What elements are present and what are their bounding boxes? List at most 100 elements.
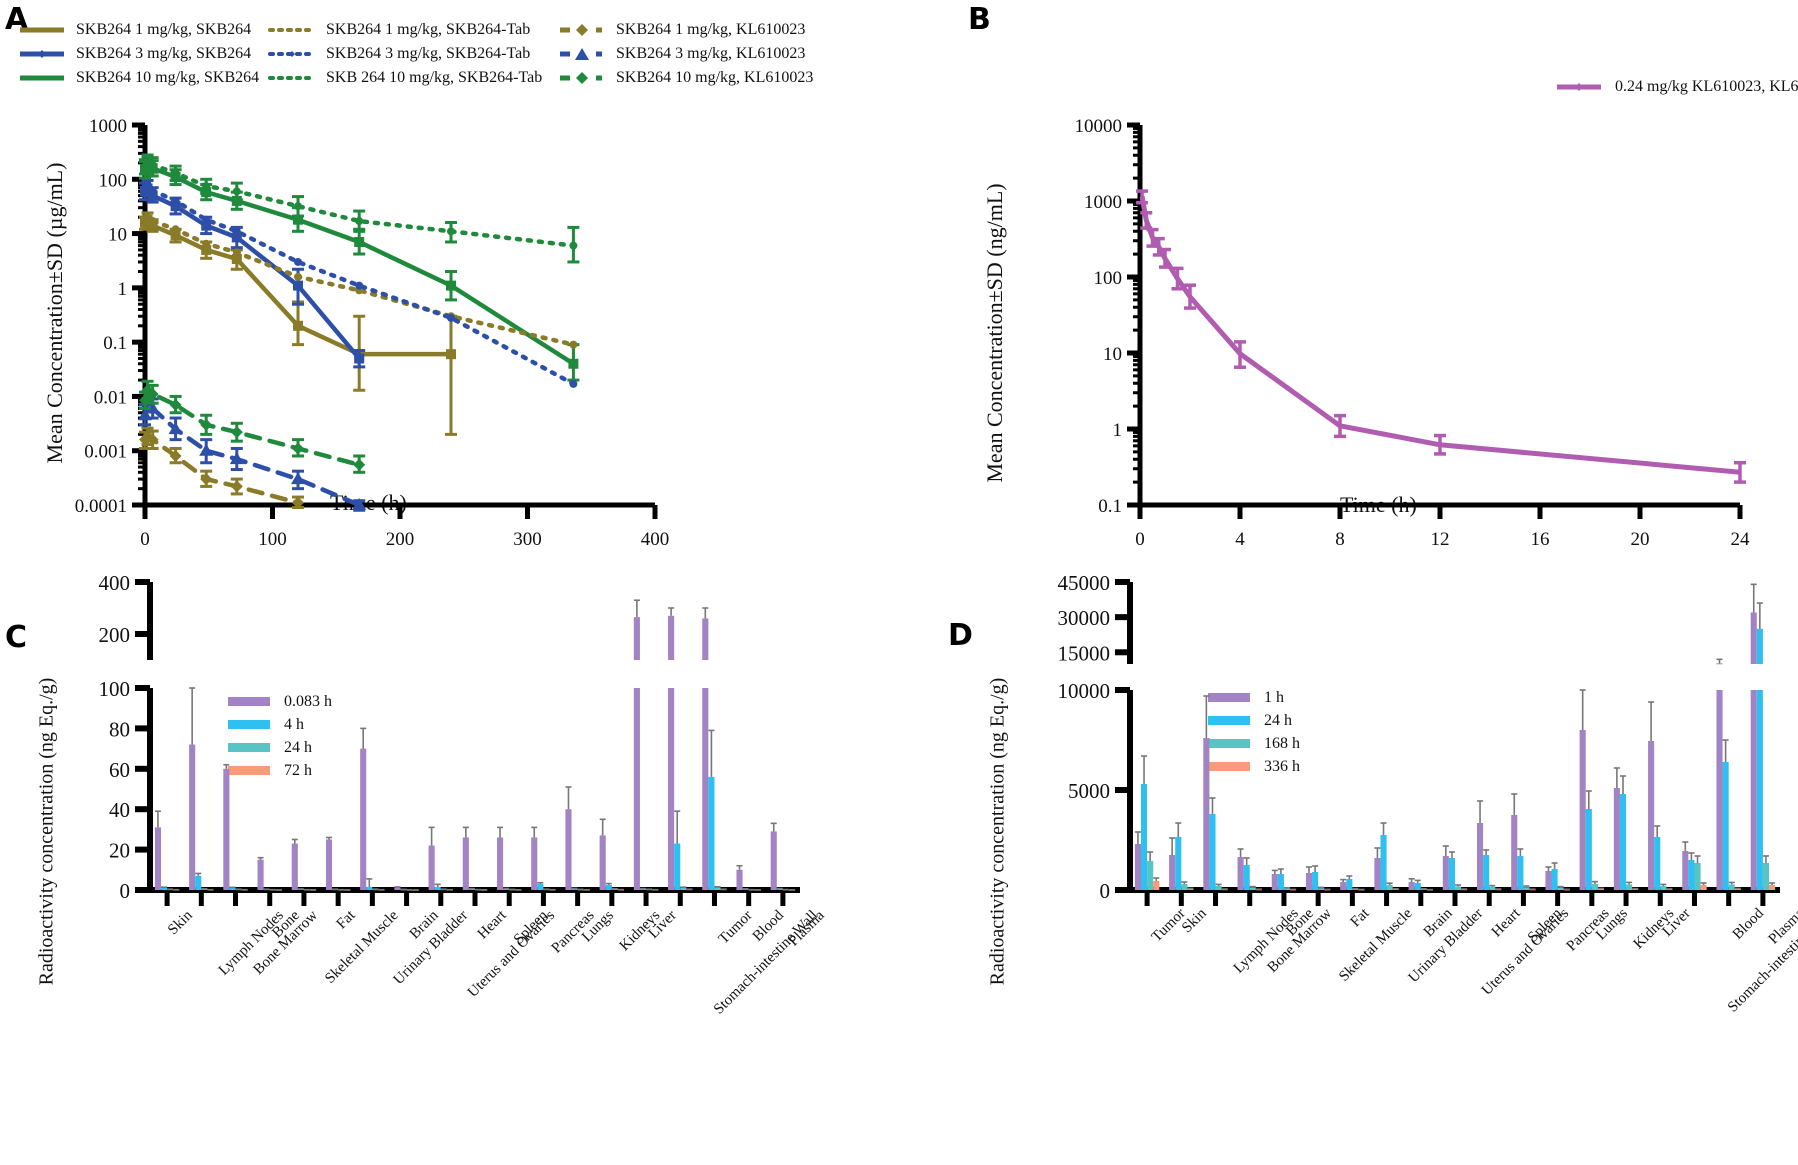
legend-swatch-dashed-green-diamond <box>560 72 602 84</box>
bar <box>1762 855 1770 890</box>
tick-label: 12 <box>1431 529 1450 550</box>
legend-label: 24 h <box>284 738 312 756</box>
tick-label: 1000 <box>1084 192 1122 213</box>
bar <box>611 887 618 890</box>
series-skb264-1-mg-kg-skb264 <box>139 211 457 436</box>
legend-label: 168 h <box>1264 734 1300 752</box>
bar <box>332 888 339 891</box>
legend-item[interactable]: 72 h <box>228 759 332 782</box>
bar <box>714 885 721 890</box>
tick-label: 0 <box>120 879 131 903</box>
bar <box>1386 882 1393 890</box>
tick-label: 200 <box>386 529 415 550</box>
series-skb-264-10-mg-kg-skb264-tab <box>139 153 580 264</box>
legend-item[interactable]: SKB264 10 mg/kg, KL610023 <box>558 66 838 90</box>
legend-item[interactable]: 0.24 mg/kg KL610023, KL610023 <box>1555 78 1798 96</box>
legend-item[interactable]: SKB264 1 mg/kg, SKB264 <box>18 18 268 42</box>
legend-item[interactable]: 0.083 h <box>228 690 332 713</box>
panel-d-letter: D <box>948 618 973 653</box>
bar <box>372 888 379 891</box>
bar <box>1392 887 1399 890</box>
legend-swatch-d0 <box>1208 693 1250 702</box>
legend-label: SKB264 3 mg/kg, SKB264 <box>76 45 252 62</box>
bar <box>154 810 161 890</box>
bar <box>1290 888 1297 891</box>
bar <box>1283 886 1291 890</box>
bar <box>1448 851 1455 890</box>
legend-label: 1 h <box>1264 688 1284 706</box>
bar <box>1318 886 1325 890</box>
legend-item[interactable]: 168 h <box>1208 732 1300 755</box>
legend-item[interactable]: 336 h <box>1208 755 1300 778</box>
legend-item[interactable]: SKB264 3 mg/kg, KL610023 <box>558 42 838 66</box>
bar <box>400 888 407 891</box>
legend-swatch-dotted-green <box>268 76 316 80</box>
legend-item[interactable]: SKB264 3 mg/kg, SKB264-Tab <box>268 42 558 66</box>
bar <box>1209 797 1216 890</box>
bar <box>1529 888 1536 891</box>
bar <box>1700 882 1707 890</box>
tick-label: 0.1 <box>103 333 127 354</box>
bar <box>360 727 367 890</box>
legend-swatch-c2 <box>228 743 270 752</box>
bar <box>481 889 488 891</box>
bar <box>303 888 311 891</box>
legend-item[interactable]: SKB264 3 mg/kg, SKB264 <box>18 42 268 66</box>
legend-label: 24 h <box>1264 711 1292 729</box>
tick-label: 0 <box>1100 879 1111 903</box>
bar <box>338 888 345 891</box>
bar <box>617 888 625 891</box>
bar <box>1312 865 1319 890</box>
bar <box>1346 875 1353 890</box>
bar <box>462 826 469 890</box>
bar <box>1455 884 1462 890</box>
bar <box>1591 880 1598 890</box>
tick-label: 100 <box>1094 268 1123 289</box>
bar <box>207 888 214 891</box>
legend-item[interactable]: 24 h <box>228 736 332 759</box>
legend-swatch-solid-blue <box>20 50 64 58</box>
bar <box>173 888 180 891</box>
bar <box>434 883 441 890</box>
bar <box>1750 583 1757 890</box>
legend-swatch-dashed-blue-triangle <box>560 48 602 60</box>
bar <box>748 888 755 891</box>
tick-label: 60 <box>109 758 130 782</box>
bar <box>1517 848 1524 890</box>
bar <box>1340 878 1347 890</box>
bar <box>1380 822 1387 890</box>
legend-item[interactable]: 24 h <box>1208 709 1300 732</box>
bar <box>1694 855 1701 890</box>
legend-swatch-c0 <box>228 697 270 706</box>
legend-item[interactable]: SKB264 10 mg/kg, SKB264 <box>18 66 268 90</box>
tick-label: 1 <box>1113 420 1123 441</box>
bar <box>509 888 516 891</box>
bar <box>1187 887 1194 890</box>
bar <box>680 886 687 890</box>
bar <box>223 763 230 890</box>
bar <box>639 887 647 890</box>
bar <box>789 889 796 891</box>
legend-item[interactable]: SKB264 1 mg/kg, SKB264-Tab <box>268 18 558 42</box>
legend-item[interactable]: SKB264 1 mg/kg, KL610023 <box>558 18 838 42</box>
legend-label: 336 h <box>1264 757 1300 775</box>
tick-label: 40 <box>109 798 130 822</box>
bar <box>468 887 475 890</box>
legend-swatch-solid-purple <box>1557 83 1601 91</box>
bar <box>1489 884 1496 890</box>
series-skb264-1-mg-kg-kl610023 <box>139 426 304 509</box>
bar <box>189 687 196 890</box>
bar <box>1579 689 1586 890</box>
legend-item[interactable]: SKB 264 10 mg/kg, SKB264-Tab <box>268 66 558 90</box>
bar <box>1175 822 1182 890</box>
legend-item[interactable]: 1 h <box>1208 686 1300 709</box>
tick-label: 80 <box>109 717 130 741</box>
legend-label: SKB264 1 mg/kg, SKB264-Tab <box>326 21 531 38</box>
panel-d-plot: 0 5000 10000 15000 30000 45000 <box>1058 571 1780 906</box>
legend-item[interactable]: 4 h <box>228 713 332 736</box>
bar <box>1352 887 1359 890</box>
bar <box>1305 866 1313 890</box>
bar <box>1557 885 1564 890</box>
bar <box>241 888 248 891</box>
bar <box>537 881 544 890</box>
